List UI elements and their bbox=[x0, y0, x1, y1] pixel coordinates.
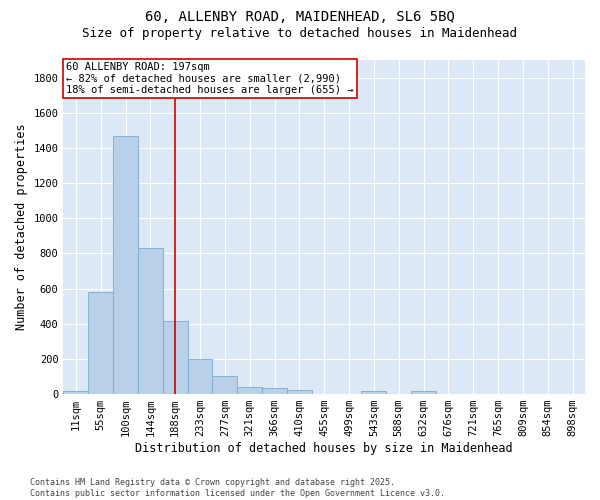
Y-axis label: Number of detached properties: Number of detached properties bbox=[15, 124, 28, 330]
Text: 60, ALLENBY ROAD, MAIDENHEAD, SL6 5BQ: 60, ALLENBY ROAD, MAIDENHEAD, SL6 5BQ bbox=[145, 10, 455, 24]
Bar bbox=[411, 392, 436, 394]
Bar bbox=[237, 387, 262, 394]
Bar bbox=[262, 388, 287, 394]
Bar bbox=[361, 392, 386, 394]
Text: 60 ALLENBY ROAD: 197sqm
← 82% of detached houses are smaller (2,990)
18% of semi: 60 ALLENBY ROAD: 197sqm ← 82% of detache… bbox=[66, 62, 353, 95]
Bar bbox=[188, 359, 212, 394]
Bar bbox=[88, 292, 113, 394]
X-axis label: Distribution of detached houses by size in Maidenhead: Distribution of detached houses by size … bbox=[136, 442, 513, 455]
Bar bbox=[163, 321, 188, 394]
Bar bbox=[287, 390, 312, 394]
Bar bbox=[138, 248, 163, 394]
Bar bbox=[113, 136, 138, 394]
Bar bbox=[64, 391, 88, 394]
Bar bbox=[212, 376, 237, 394]
Text: Size of property relative to detached houses in Maidenhead: Size of property relative to detached ho… bbox=[83, 28, 517, 40]
Text: Contains HM Land Registry data © Crown copyright and database right 2025.
Contai: Contains HM Land Registry data © Crown c… bbox=[30, 478, 445, 498]
